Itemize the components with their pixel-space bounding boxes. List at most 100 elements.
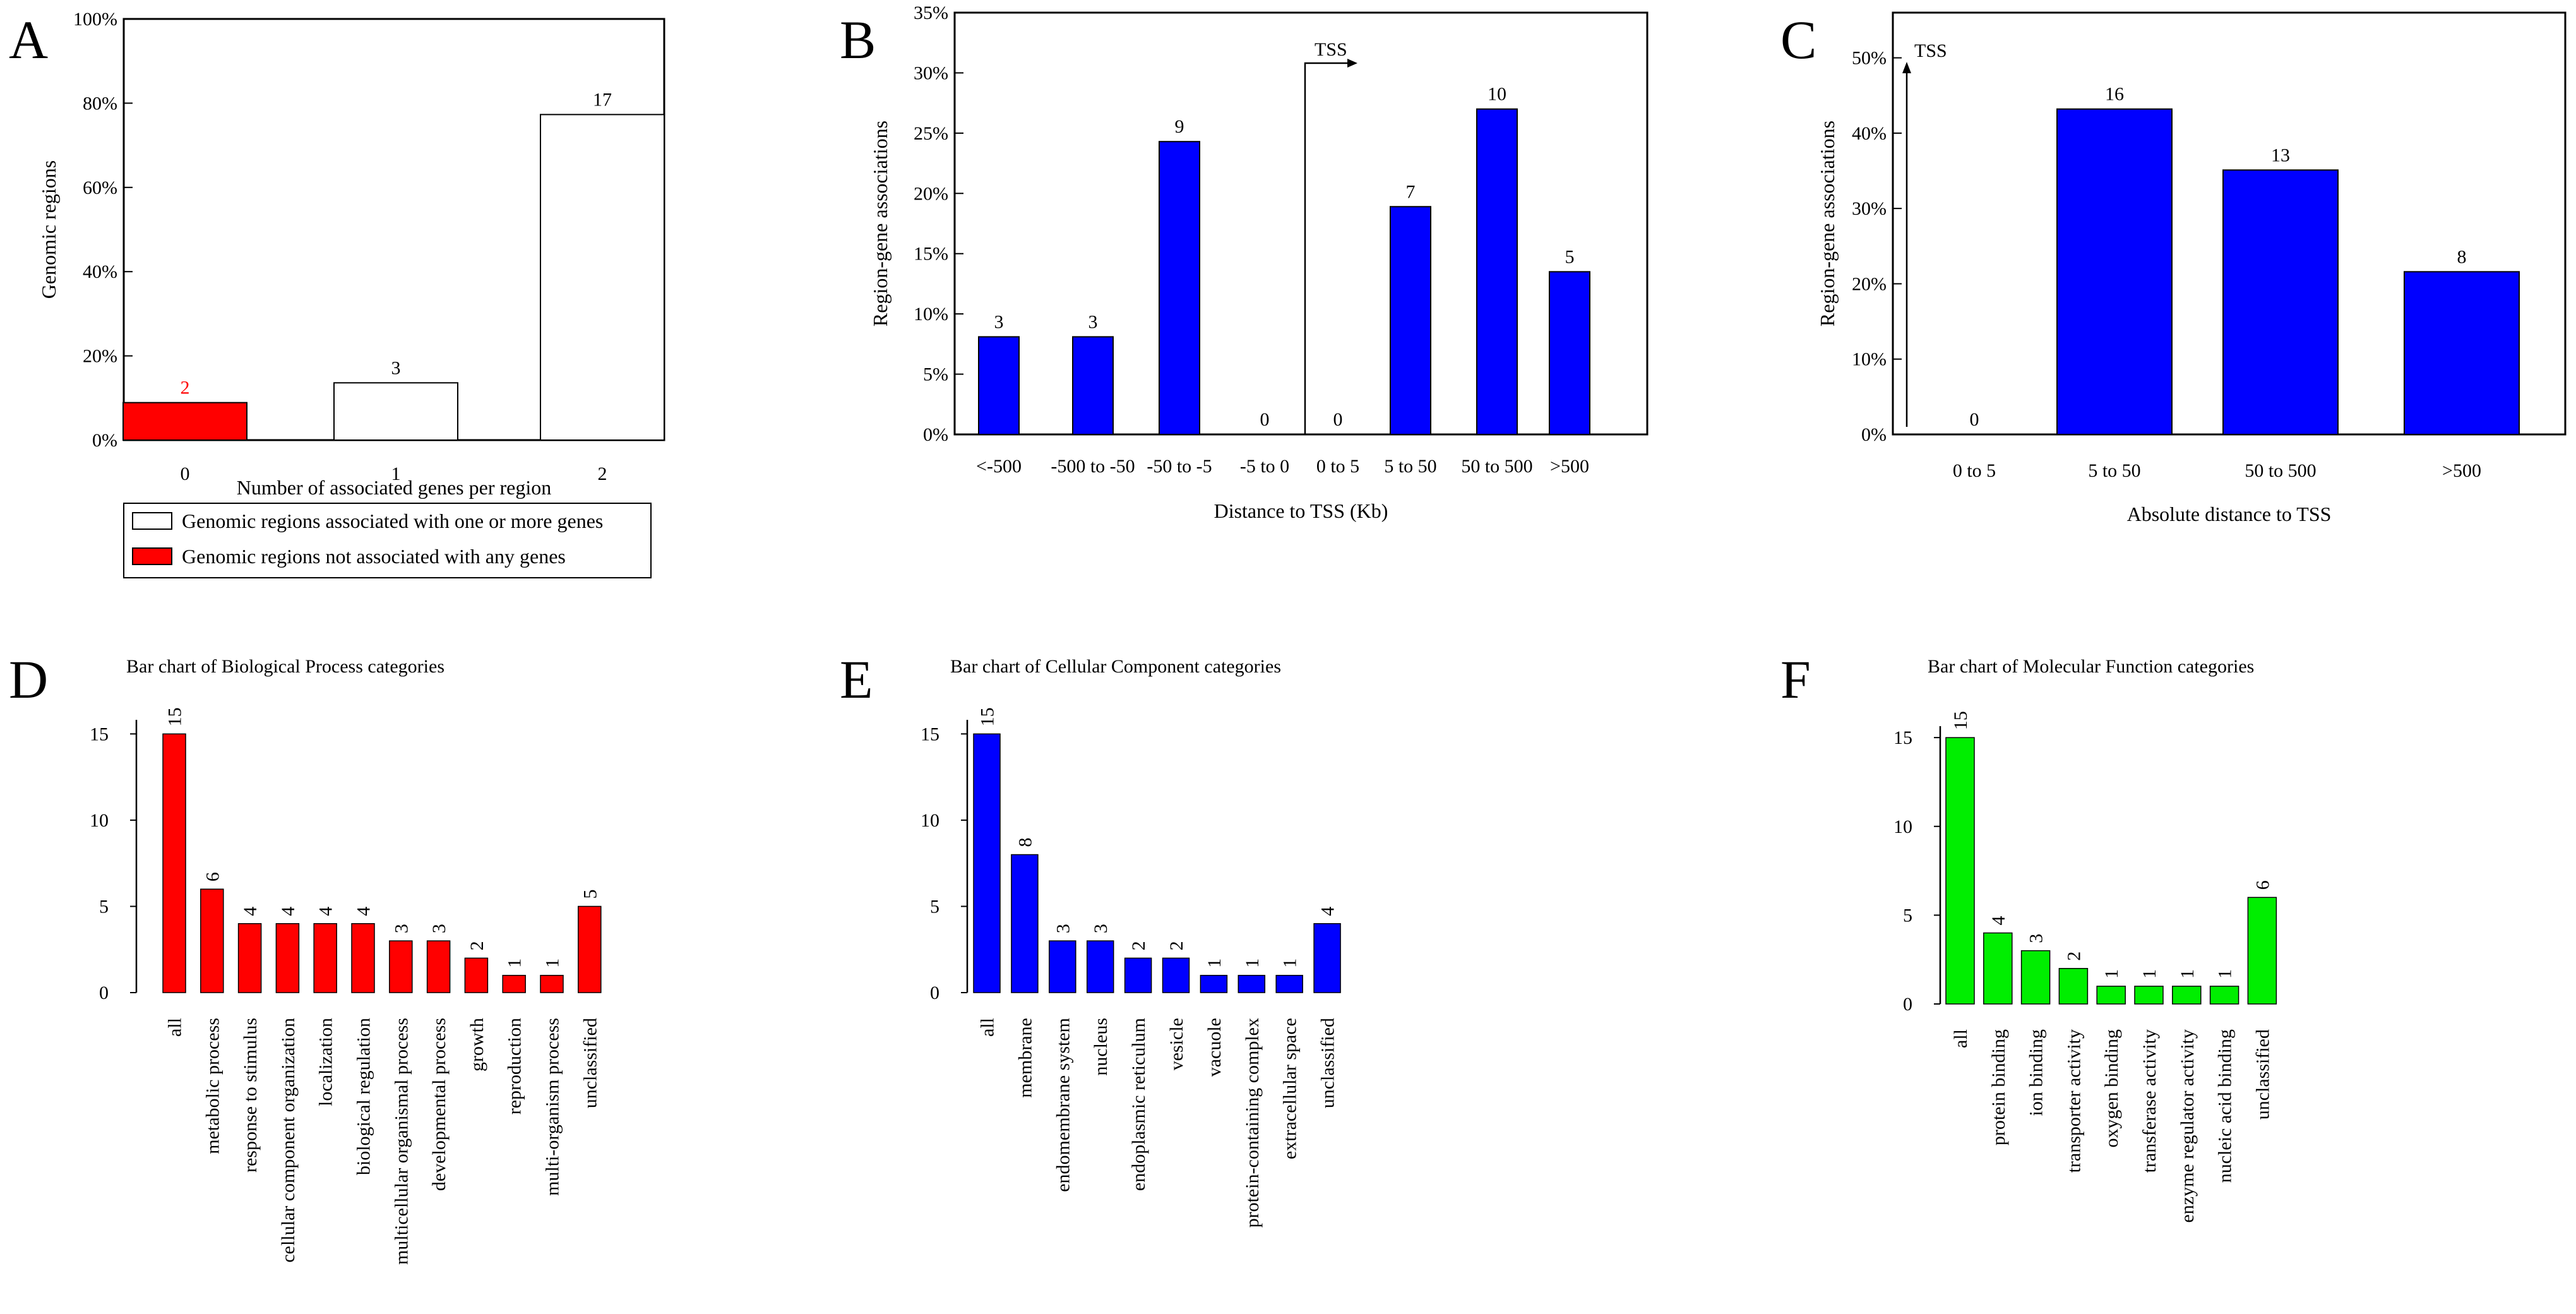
bar [1159, 141, 1200, 436]
bar [464, 957, 489, 993]
tss-arrow-head [1347, 59, 1357, 68]
bar [2096, 986, 2126, 1005]
data-label: 5 [1565, 246, 1575, 267]
bar [237, 923, 262, 993]
chart-C: C 0% 10% 20% 30% 40% 50% 0 0 to 5 16 5 to 50 13 50 t… [1780, 9, 2567, 525]
bar [540, 114, 665, 441]
data-label: 1 [2215, 969, 2236, 979]
data-label: 6 [2252, 880, 2273, 890]
y-tick-label: 50% [1852, 48, 1887, 69]
x-tick-label: multicellular organismal process [391, 1018, 412, 1265]
data-label: 3 [1090, 924, 1111, 933]
panel-letter-f: F [1780, 649, 1811, 710]
bar [2058, 968, 2089, 1005]
plot-frame [953, 11, 1649, 436]
y-tick-label: 30% [914, 63, 948, 83]
y-axis-title: Region-gene associations [1816, 121, 1839, 326]
bar [2404, 271, 2520, 435]
chart-D: D Bar chart of Biological Process categor… [9, 649, 602, 1265]
bar [1162, 957, 1190, 993]
data-label: 0 [1333, 409, 1343, 430]
data-label: 2 [2063, 952, 2084, 961]
x-tick-label: 5 to 50 [1384, 456, 1436, 477]
x-tick-label: 50 to 500 [2245, 460, 2316, 481]
y-tick-label: 0% [1861, 424, 1887, 445]
x-axis-title: Number of associated genes per region [237, 476, 551, 499]
data-label: 1 [2101, 969, 2122, 979]
bar [1313, 923, 1341, 993]
chart-title: Bar chart of Biological Process categori… [126, 656, 444, 677]
y-tick-label: 15 [90, 724, 109, 744]
panel-letter-e: E [840, 649, 873, 710]
x-axis-title: Distance to TSS (Kb) [1214, 499, 1388, 522]
bar [1086, 940, 1114, 993]
y-tick-label: 0 [99, 983, 109, 1003]
x-tick-label: metabolic process [202, 1018, 223, 1154]
x-tick-label: 2 [598, 463, 607, 484]
bar [1945, 737, 1975, 1005]
bar [200, 888, 224, 993]
bar [1549, 271, 1590, 435]
data-label: 2 [1128, 941, 1149, 950]
data-label: 3 [994, 311, 1004, 332]
data-label: 4 [1318, 907, 1339, 916]
chart-title: Bar chart of Cellular Component categori… [950, 656, 1281, 677]
bar [1237, 974, 1266, 993]
data-label: 9 [1175, 116, 1184, 137]
bar [1390, 206, 1431, 435]
y-axis-title: Region-gene associations [869, 121, 891, 326]
data-label: 1 [542, 959, 563, 968]
x-tick-label: 0 [181, 463, 190, 484]
data-label: 15 [977, 707, 998, 726]
x-tick-label: localization [316, 1018, 337, 1106]
data-label: 4 [278, 907, 299, 916]
legend-box [123, 503, 652, 578]
y-tick-label: 10 [921, 810, 939, 831]
data-label: 4 [316, 907, 337, 916]
x-tick-label: -5 to 0 [1240, 456, 1289, 477]
x-tick-label: cellular component organization [278, 1018, 299, 1263]
y-tick-label: 100% [73, 9, 117, 30]
data-label: 8 [1015, 838, 1035, 847]
data-label: 5 [580, 889, 600, 899]
data-label: 0 [1260, 409, 1270, 430]
bar [578, 905, 602, 993]
x-tick-label: transporter activity [2063, 1029, 2084, 1173]
x-tick-label: >500 [2442, 460, 2481, 481]
y-tick-label: 20% [1852, 273, 1887, 294]
x-tick-label: vesicle [1166, 1018, 1187, 1070]
y-tick-label: 35% [914, 3, 948, 23]
legend: Genomic regions associated with one or m… [123, 503, 652, 578]
bar [540, 974, 564, 993]
data-label: 3 [391, 357, 401, 378]
bar [973, 733, 1001, 993]
x-tick-label: unclassified [2252, 1029, 2273, 1120]
x-tick-label: multi-organism process [542, 1018, 563, 1196]
bar [1011, 854, 1039, 993]
data-label: 8 [2457, 246, 2467, 267]
tss-annotation: TSS [1315, 39, 1347, 60]
tss-marker-line [1304, 62, 1351, 434]
data-label: 3 [1052, 924, 1073, 933]
bar [978, 336, 1020, 435]
y-tick-label: 0 [930, 983, 939, 1003]
y-tick-label: 10% [1852, 349, 1887, 370]
chart-A: A 0% 20% 40% 60% 80% 100% 2 0 3 1 17 2 Number of asso… [9, 9, 665, 578]
bar [1983, 932, 2013, 1005]
x-tick-label: all [165, 1018, 186, 1037]
data-label: 0 [1970, 409, 1979, 430]
panel-letter-d: D [9, 649, 48, 710]
tss-arrow-head [1902, 62, 1911, 73]
chart-E: E Bar chart of Cellular Component categor… [840, 649, 1341, 1227]
y-tick-label: 0 [1903, 994, 1912, 1015]
data-label: 1 [1280, 959, 1301, 968]
bar [389, 940, 413, 993]
bar [122, 402, 247, 441]
bar [275, 923, 300, 993]
x-tick-label: growth [467, 1018, 487, 1072]
y-tick-label: 5% [923, 364, 948, 385]
x-tick-label: unclassified [1318, 1018, 1339, 1108]
x-tick-label: protein binding [1988, 1029, 2009, 1145]
data-label: 1 [2177, 969, 2198, 979]
